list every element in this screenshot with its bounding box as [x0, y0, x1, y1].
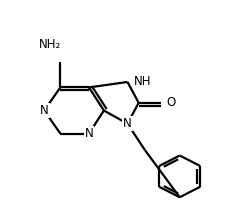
Text: NH: NH [134, 75, 151, 88]
Text: N: N [84, 127, 93, 140]
Text: N: N [40, 104, 48, 117]
Text: NH₂: NH₂ [39, 38, 62, 51]
Text: N: N [123, 117, 132, 130]
Text: O: O [166, 96, 175, 109]
